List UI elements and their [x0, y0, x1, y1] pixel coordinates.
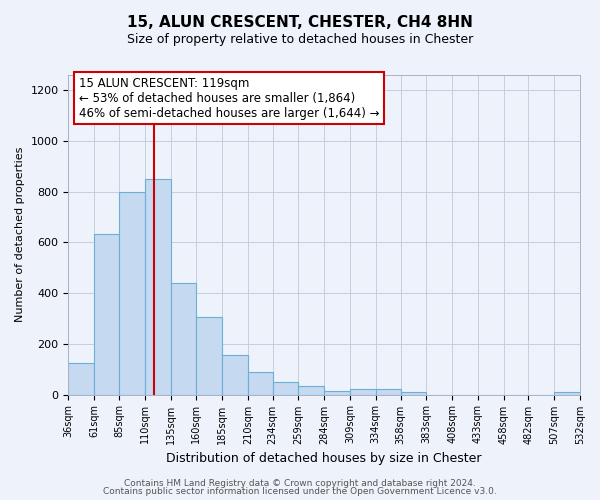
Bar [248, 372, 272, 394]
Bar [94, 234, 119, 394]
Bar [272, 382, 298, 394]
Bar [222, 356, 248, 395]
Bar [376, 390, 401, 394]
Bar [145, 179, 170, 394]
Bar [196, 317, 222, 394]
Text: Size of property relative to detached houses in Chester: Size of property relative to detached ho… [127, 32, 473, 46]
Bar [401, 392, 427, 394]
X-axis label: Distribution of detached houses by size in Chester: Distribution of detached houses by size … [166, 452, 482, 465]
Bar [350, 390, 376, 394]
Text: 15 ALUN CRESCENT: 119sqm
← 53% of detached houses are smaller (1,864)
46% of sem: 15 ALUN CRESCENT: 119sqm ← 53% of detach… [79, 76, 379, 120]
Text: Contains HM Land Registry data © Crown copyright and database right 2024.: Contains HM Land Registry data © Crown c… [124, 478, 476, 488]
Bar [324, 391, 350, 394]
Bar [298, 386, 324, 394]
Y-axis label: Number of detached properties: Number of detached properties [15, 147, 25, 322]
Bar [170, 283, 196, 395]
Bar [119, 192, 145, 394]
Text: 15, ALUN CRESCENT, CHESTER, CH4 8HN: 15, ALUN CRESCENT, CHESTER, CH4 8HN [127, 15, 473, 30]
Text: Contains public sector information licensed under the Open Government Licence v3: Contains public sector information licen… [103, 487, 497, 496]
Bar [554, 392, 580, 394]
Bar [68, 363, 94, 394]
